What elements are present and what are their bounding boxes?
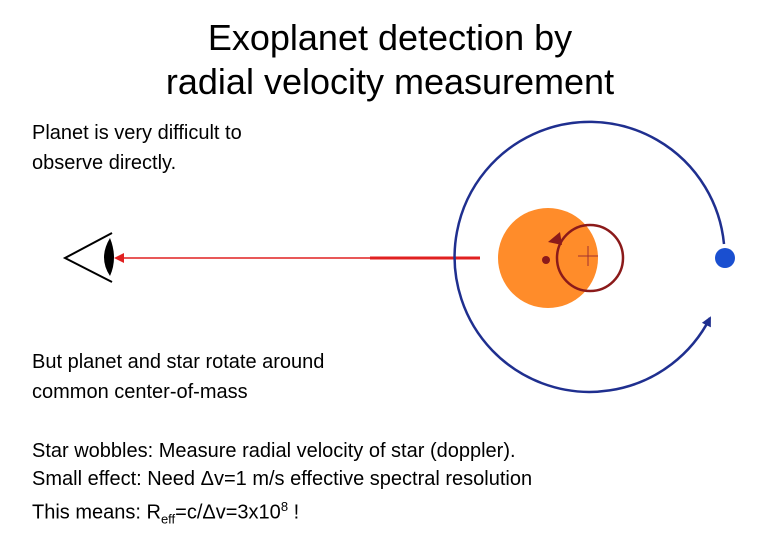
subscript: eff: [160, 511, 176, 527]
text: But planet and star rotate around: [32, 351, 325, 373]
eye: [62, 232, 114, 283]
text-part: This means: R: [32, 501, 161, 524]
planet-orbit: [453, 120, 726, 394]
star-orbit: [548, 223, 625, 293]
text: Star wobbles: Measure radial velocity of…: [32, 440, 516, 462]
text: Small effect: Need Δv=1 m/s effective sp…: [32, 468, 533, 490]
text: Planet is very difficult to: [32, 122, 242, 144]
title: Exoplanet detection by: [207, 17, 573, 58]
center-dot: [542, 256, 550, 264]
text-part: !: [288, 501, 300, 524]
text-part: =c/Δv=3x10: [175, 501, 281, 524]
center-of-mass: [578, 246, 598, 266]
superscript: 8: [280, 499, 289, 514]
text: This means: Reff=c/Δv=3x108 !: [32, 493, 299, 534]
text: observe directly.: [32, 152, 177, 174]
planet: [715, 248, 735, 268]
title: radial velocity measurement: [165, 61, 615, 102]
text: common center-of-mass: [32, 381, 248, 403]
